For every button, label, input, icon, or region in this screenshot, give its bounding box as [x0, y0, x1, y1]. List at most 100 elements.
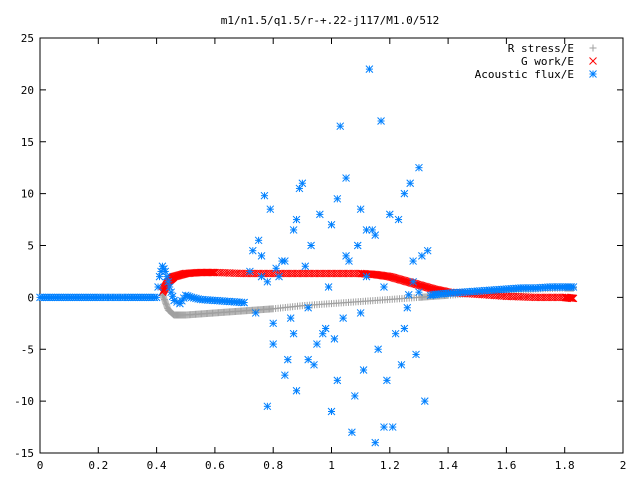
y-tick-label: -15	[14, 447, 34, 460]
data-point	[353, 241, 362, 250]
data-point	[400, 324, 409, 333]
data-point	[388, 423, 397, 431]
data-point	[383, 376, 391, 385]
data-point	[394, 215, 403, 224]
data-point	[327, 407, 336, 416]
data-point	[362, 272, 371, 281]
data-point	[266, 205, 275, 214]
data-point	[415, 163, 423, 172]
data-point	[342, 252, 350, 260]
data-point	[315, 210, 324, 219]
x-tick-label: 0.6	[205, 459, 225, 472]
data-point	[295, 184, 304, 193]
data-point	[371, 438, 380, 447]
data-point	[281, 371, 289, 380]
data-point	[168, 292, 177, 301]
data-point	[356, 205, 365, 214]
y-tick-label: 20	[21, 84, 34, 97]
data-point	[263, 402, 272, 411]
y-tick-label: 25	[21, 32, 34, 45]
data-point	[313, 340, 321, 348]
data-point	[342, 174, 350, 182]
data-point	[404, 290, 413, 299]
data-point	[160, 264, 168, 273]
legend-marker	[589, 57, 597, 65]
data-point	[333, 194, 342, 203]
data-point	[251, 309, 260, 317]
data-point	[356, 309, 365, 317]
data-point	[380, 283, 388, 291]
data-point	[207, 268, 216, 277]
data-point	[400, 189, 409, 198]
data-point	[371, 231, 380, 239]
x-tick-label: 1.2	[380, 459, 400, 472]
x-tick-label: 2	[620, 459, 627, 472]
y-tick-label: -10	[14, 395, 34, 408]
data-point	[365, 65, 374, 73]
x-tick-label: 0.4	[147, 459, 167, 472]
data-point	[283, 355, 292, 364]
data-point	[272, 264, 280, 273]
data-point	[318, 329, 327, 338]
data-point	[292, 386, 301, 395]
data-point	[362, 226, 371, 234]
data-point	[374, 345, 382, 354]
data-point	[301, 262, 310, 271]
y-tick-label: 15	[21, 136, 34, 149]
chart-title: m1/n1.5/q1.5/r-+.22-j117/M1.0/512	[221, 14, 440, 27]
x-tick-label: 0.8	[263, 459, 283, 472]
x-tick-label: 0	[37, 459, 44, 472]
data-point	[173, 298, 181, 306]
data-point	[377, 117, 385, 125]
data-point	[380, 423, 388, 431]
data-point	[406, 179, 415, 188]
data-point	[567, 283, 576, 291]
data-point	[286, 314, 295, 322]
data-point	[257, 272, 266, 281]
data-point	[333, 376, 342, 385]
y-tick-label: -5	[21, 343, 34, 356]
series-2	[36, 65, 578, 447]
legend-label: G work/E	[521, 55, 574, 68]
data-point	[324, 283, 333, 291]
data-point	[304, 303, 313, 312]
data-point	[167, 288, 176, 297]
data-point	[275, 272, 283, 281]
axis-ticks: 0 0.2 0.4 0.6 0.8 1 1.2 1.4 1.6 1.8 2 -15 -10 -5 0 5 10 1…	[14, 32, 626, 472]
data-point	[423, 246, 432, 255]
data-point	[350, 392, 359, 400]
data-point	[289, 226, 298, 234]
data-point	[420, 397, 429, 405]
data-point	[348, 428, 356, 437]
data-point	[321, 324, 330, 333]
y-tick-label: 0	[27, 291, 34, 304]
y-tick-label: 5	[27, 240, 34, 253]
data-point	[397, 360, 406, 369]
data-point	[292, 215, 301, 224]
x-tick-label: 0.2	[88, 459, 108, 472]
data-point	[209, 268, 218, 277]
x-tick-label: 1.4	[438, 459, 458, 472]
x-tick-label: 1.8	[555, 459, 575, 472]
legend-marker	[589, 70, 597, 78]
data-point	[164, 277, 173, 286]
data-point	[336, 122, 345, 131]
legend-marker	[589, 44, 597, 52]
data-point	[304, 355, 313, 364]
data-point	[248, 246, 257, 255]
series-layer	[36, 65, 578, 447]
plot-frame	[39, 37, 624, 454]
data-point	[409, 277, 417, 286]
data-point	[260, 191, 269, 200]
data-point	[359, 366, 368, 374]
data-point	[307, 241, 315, 250]
data-point	[412, 350, 420, 359]
data-point	[154, 283, 162, 291]
data-point	[391, 329, 400, 338]
x-tick-label: 1	[328, 459, 335, 472]
data-point	[289, 329, 298, 338]
data-point	[415, 288, 423, 297]
data-point	[237, 298, 246, 307]
